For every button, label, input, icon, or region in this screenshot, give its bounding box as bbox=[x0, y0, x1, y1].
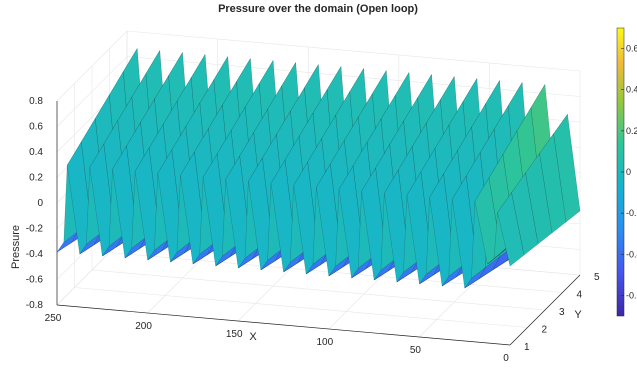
z-tick-label: -0.2 bbox=[26, 224, 44, 235]
z-tick-label: 0.2 bbox=[29, 173, 43, 184]
colorbar-tick-label: -0.2 bbox=[626, 208, 637, 218]
x-tick-label: 0 bbox=[503, 353, 509, 364]
colorbar-tick-label: -0.4 bbox=[626, 249, 637, 259]
x-tick-label: 50 bbox=[410, 345, 422, 356]
colorbar-tick-label: 0.6 bbox=[626, 44, 637, 54]
y-axis-line bbox=[509, 274, 581, 346]
x-tick-label: 250 bbox=[45, 313, 62, 324]
z-tick-label: 0.8 bbox=[29, 96, 43, 107]
pressure-surface bbox=[56, 48, 581, 289]
y-tick-label: 1 bbox=[524, 342, 530, 353]
z-axis-ticks: 0.8 0.6 0.4 0.2 0 -0.2 -0.4 -0.6 -0.8 bbox=[26, 96, 44, 311]
x-tick-label: 100 bbox=[316, 337, 333, 348]
colorbar-tick-label: 0.4 bbox=[626, 85, 637, 95]
x-tick-label: 200 bbox=[135, 321, 152, 332]
chart-title: Pressure over the domain (Open loop) bbox=[218, 3, 418, 15]
y-tick-label: 2 bbox=[542, 325, 548, 336]
x-axis-ticks: 250 200 150 100 50 0 bbox=[45, 313, 510, 364]
y-axis-ticks: 1 23 45 bbox=[524, 272, 600, 353]
x-axis-line bbox=[56, 304, 511, 346]
z-tick-label: 0.6 bbox=[29, 122, 43, 133]
y-tick-label: 4 bbox=[577, 290, 583, 301]
z-tick-label: -0.4 bbox=[26, 249, 44, 260]
colorbar-tick-label: -0.6 bbox=[626, 290, 637, 300]
y-tick-label: 5 bbox=[594, 272, 600, 283]
surface-face bbox=[497, 192, 525, 267]
z-tick-label: 0 bbox=[37, 198, 43, 209]
axes-lines bbox=[56, 101, 581, 346]
colorbar-tick-label: 0 bbox=[626, 167, 631, 177]
y-tick-label: 3 bbox=[559, 307, 565, 318]
z-tick-label: -0.6 bbox=[26, 275, 44, 286]
x-tick-label: 150 bbox=[226, 329, 243, 340]
y-axis-label: Y bbox=[574, 309, 582, 321]
z-tick-label: -0.8 bbox=[26, 300, 44, 311]
z-axis-label: Pressure bbox=[10, 225, 22, 269]
grid-line bbox=[74, 83, 528, 328]
z-tick-label: 0.4 bbox=[29, 147, 43, 158]
colorbar-tick-label: 0.2 bbox=[626, 126, 637, 136]
colorbar-ticks: 0.6 0.4 0.2 0 -0.2 -0.4 -0.6 bbox=[621, 44, 637, 300]
x-axis-label: X bbox=[249, 331, 257, 343]
